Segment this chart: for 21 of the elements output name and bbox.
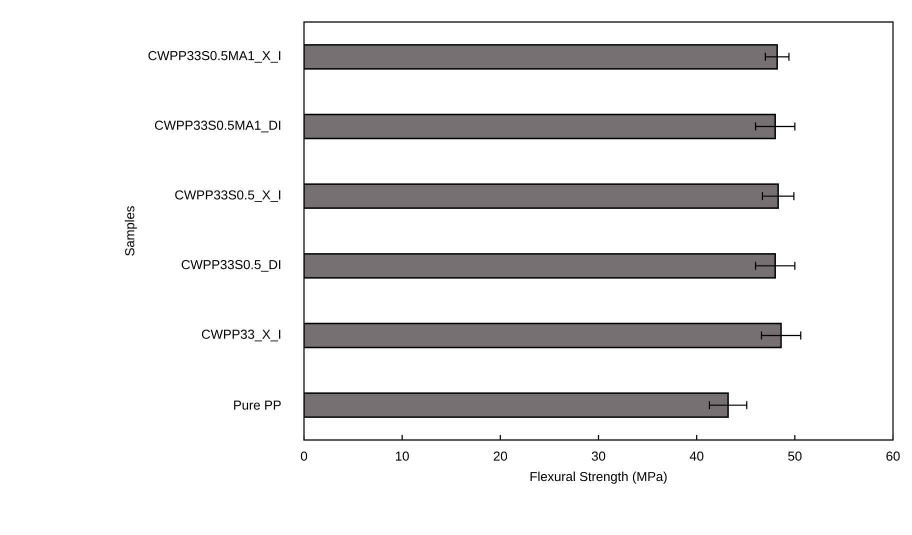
x-tick-label: 40 bbox=[690, 452, 704, 461]
x-tick-label: 20 bbox=[494, 452, 508, 461]
y-tick-label: CWPP33S0.5MA1_X_I bbox=[148, 51, 280, 63]
y-tick-label: CWPP33S0.5MA1_DI bbox=[154, 120, 280, 132]
y-tick-label: CWPP33S0.5_DI bbox=[182, 260, 280, 272]
x-tick-label: 0 bbox=[300, 452, 308, 461]
y-tick-label: CWPP33S0.5_X_I bbox=[175, 190, 280, 202]
x-tick-label: 30 bbox=[592, 452, 606, 461]
x-tick-label: 50 bbox=[788, 452, 802, 461]
bar bbox=[304, 322, 782, 348]
bar bbox=[304, 44, 778, 70]
x-axis-title: Flexural Strength (MPa) bbox=[530, 472, 667, 484]
bar bbox=[304, 114, 776, 140]
y-axis-title: Samples bbox=[124, 206, 137, 256]
bar bbox=[304, 253, 776, 279]
bar bbox=[304, 392, 729, 418]
bar bbox=[304, 183, 779, 209]
y-tick-label: Pure PP bbox=[234, 400, 281, 410]
y-tick-label: CWPP33_X_I bbox=[202, 330, 280, 342]
x-tick-label: 10 bbox=[396, 452, 409, 461]
x-tick-label: 60 bbox=[886, 452, 900, 461]
